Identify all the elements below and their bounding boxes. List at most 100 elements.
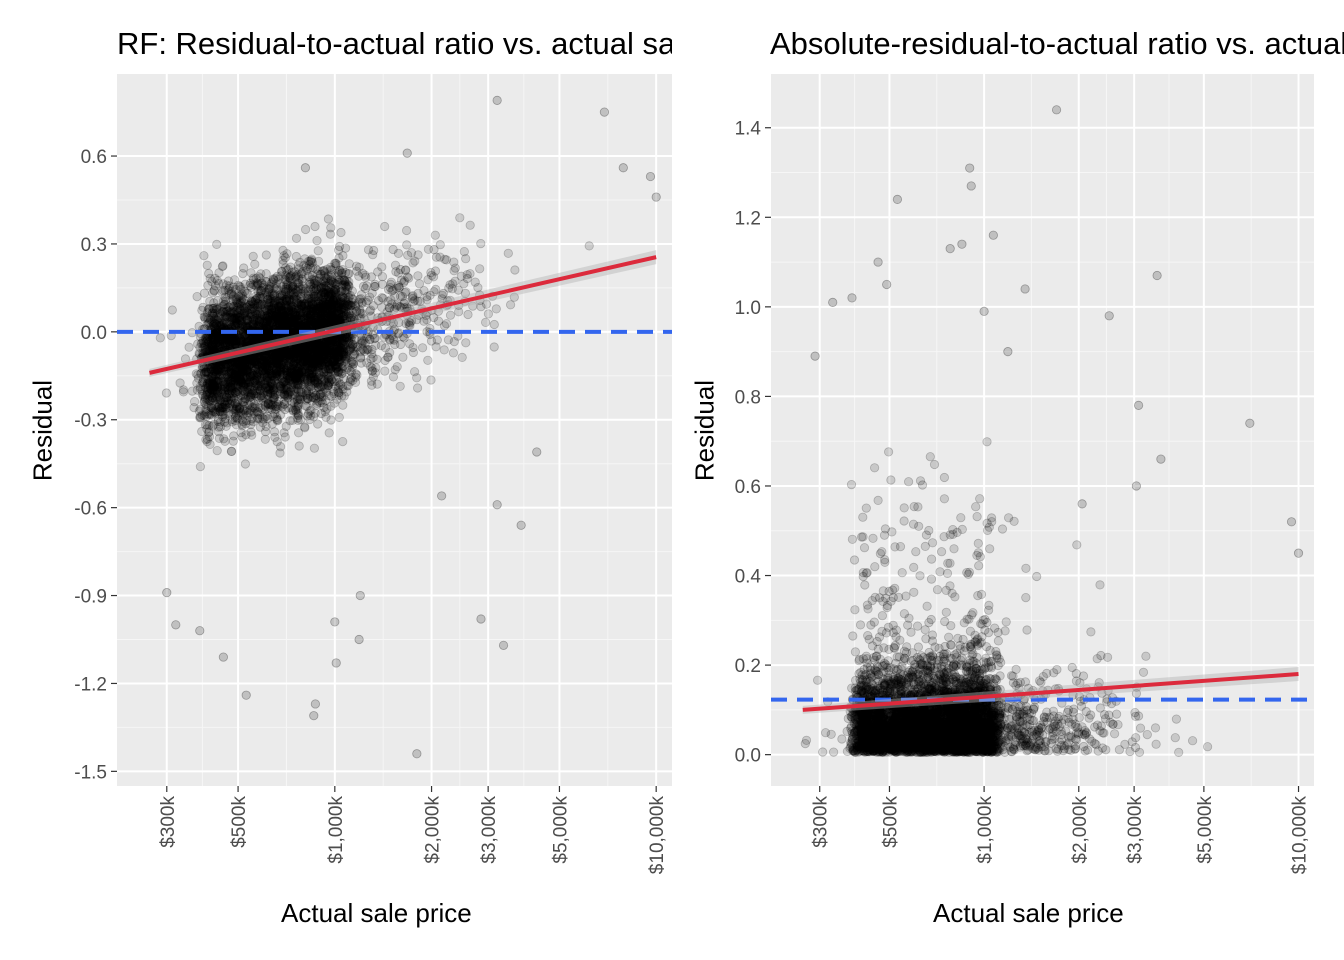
data-point bbox=[282, 309, 292, 320]
data-point bbox=[363, 245, 374, 255]
data-point bbox=[225, 357, 235, 367]
data-point bbox=[321, 346, 331, 356]
data-point bbox=[312, 290, 322, 300]
data-point bbox=[257, 285, 267, 295]
x-tick-label: $300k bbox=[158, 796, 179, 848]
data-point bbox=[238, 268, 248, 279]
data-point bbox=[242, 364, 252, 374]
data-point bbox=[303, 350, 313, 360]
data-point bbox=[329, 357, 339, 367]
data-point bbox=[307, 365, 318, 375]
data-point bbox=[243, 316, 253, 326]
data-point bbox=[235, 311, 246, 321]
x-tick-label: $5,000k bbox=[550, 796, 571, 864]
data-point bbox=[584, 241, 594, 251]
data-point bbox=[316, 358, 327, 368]
data-point bbox=[273, 358, 283, 368]
data-point bbox=[307, 296, 317, 306]
data-point bbox=[224, 334, 234, 344]
data-point bbox=[253, 337, 263, 347]
data-point bbox=[279, 320, 290, 330]
data-point bbox=[344, 345, 355, 355]
data-point bbox=[285, 416, 295, 426]
data-point bbox=[242, 321, 252, 331]
data-point bbox=[319, 346, 329, 356]
data-point bbox=[178, 387, 189, 397]
data-point bbox=[167, 305, 177, 315]
data-point bbox=[303, 305, 314, 315]
data-point bbox=[203, 337, 213, 347]
data-point bbox=[280, 315, 290, 325]
data-point bbox=[402, 240, 412, 250]
data-point bbox=[213, 385, 223, 396]
data-point bbox=[237, 366, 247, 377]
data-point bbox=[326, 269, 336, 279]
data-point bbox=[263, 320, 274, 330]
data-point bbox=[263, 403, 274, 414]
data-point bbox=[209, 334, 219, 345]
data-point bbox=[231, 339, 241, 349]
data-point bbox=[399, 298, 409, 309]
data-point bbox=[328, 295, 338, 305]
data-point bbox=[304, 369, 314, 379]
data-point bbox=[208, 310, 218, 320]
data-point bbox=[334, 302, 344, 313]
data-point bbox=[204, 313, 214, 323]
data-point bbox=[266, 347, 276, 357]
data-point bbox=[234, 374, 244, 384]
data-point bbox=[337, 297, 348, 307]
data-point bbox=[223, 302, 233, 312]
data-point bbox=[441, 255, 452, 265]
data-point bbox=[323, 214, 333, 224]
data-point bbox=[357, 343, 367, 354]
data-point bbox=[211, 385, 221, 395]
data-point bbox=[277, 348, 287, 358]
data-point bbox=[286, 322, 296, 332]
data-point bbox=[401, 225, 412, 236]
data-point bbox=[348, 343, 358, 353]
data-point bbox=[245, 416, 255, 426]
data-point bbox=[347, 310, 357, 320]
data-point bbox=[258, 355, 268, 366]
data-point bbox=[489, 342, 499, 352]
data-point bbox=[329, 356, 339, 366]
data-point bbox=[449, 257, 459, 267]
data-point bbox=[220, 362, 230, 372]
data-point bbox=[297, 300, 307, 311]
data-point bbox=[215, 397, 225, 407]
data-point bbox=[230, 379, 240, 389]
data-point bbox=[265, 291, 275, 301]
data-point bbox=[231, 305, 241, 316]
data-point bbox=[200, 333, 210, 343]
data-point bbox=[204, 375, 214, 385]
data-point bbox=[505, 300, 516, 310]
data-point bbox=[219, 300, 229, 310]
data-point bbox=[305, 314, 315, 324]
data-point bbox=[237, 359, 247, 369]
data-point bbox=[266, 333, 276, 344]
data-point bbox=[393, 248, 404, 258]
data-point bbox=[291, 251, 301, 262]
data-point bbox=[272, 355, 282, 365]
data-point bbox=[278, 369, 288, 379]
data-point bbox=[227, 395, 237, 406]
data-point bbox=[321, 305, 331, 315]
data-point bbox=[348, 349, 358, 360]
data-point bbox=[302, 357, 312, 367]
data-point bbox=[334, 358, 344, 368]
data-point bbox=[267, 382, 277, 392]
data-point bbox=[510, 265, 520, 275]
data-point bbox=[267, 362, 277, 372]
data-point bbox=[306, 279, 316, 289]
data-point bbox=[190, 396, 200, 407]
data-point bbox=[455, 213, 465, 223]
data-point bbox=[230, 360, 240, 370]
data-point bbox=[211, 363, 221, 373]
data-point bbox=[208, 387, 218, 398]
data-point bbox=[222, 360, 232, 370]
data-point bbox=[252, 310, 262, 320]
data-point bbox=[312, 323, 322, 333]
data-point bbox=[325, 229, 335, 239]
data-point bbox=[307, 393, 317, 403]
data-point bbox=[195, 461, 205, 472]
